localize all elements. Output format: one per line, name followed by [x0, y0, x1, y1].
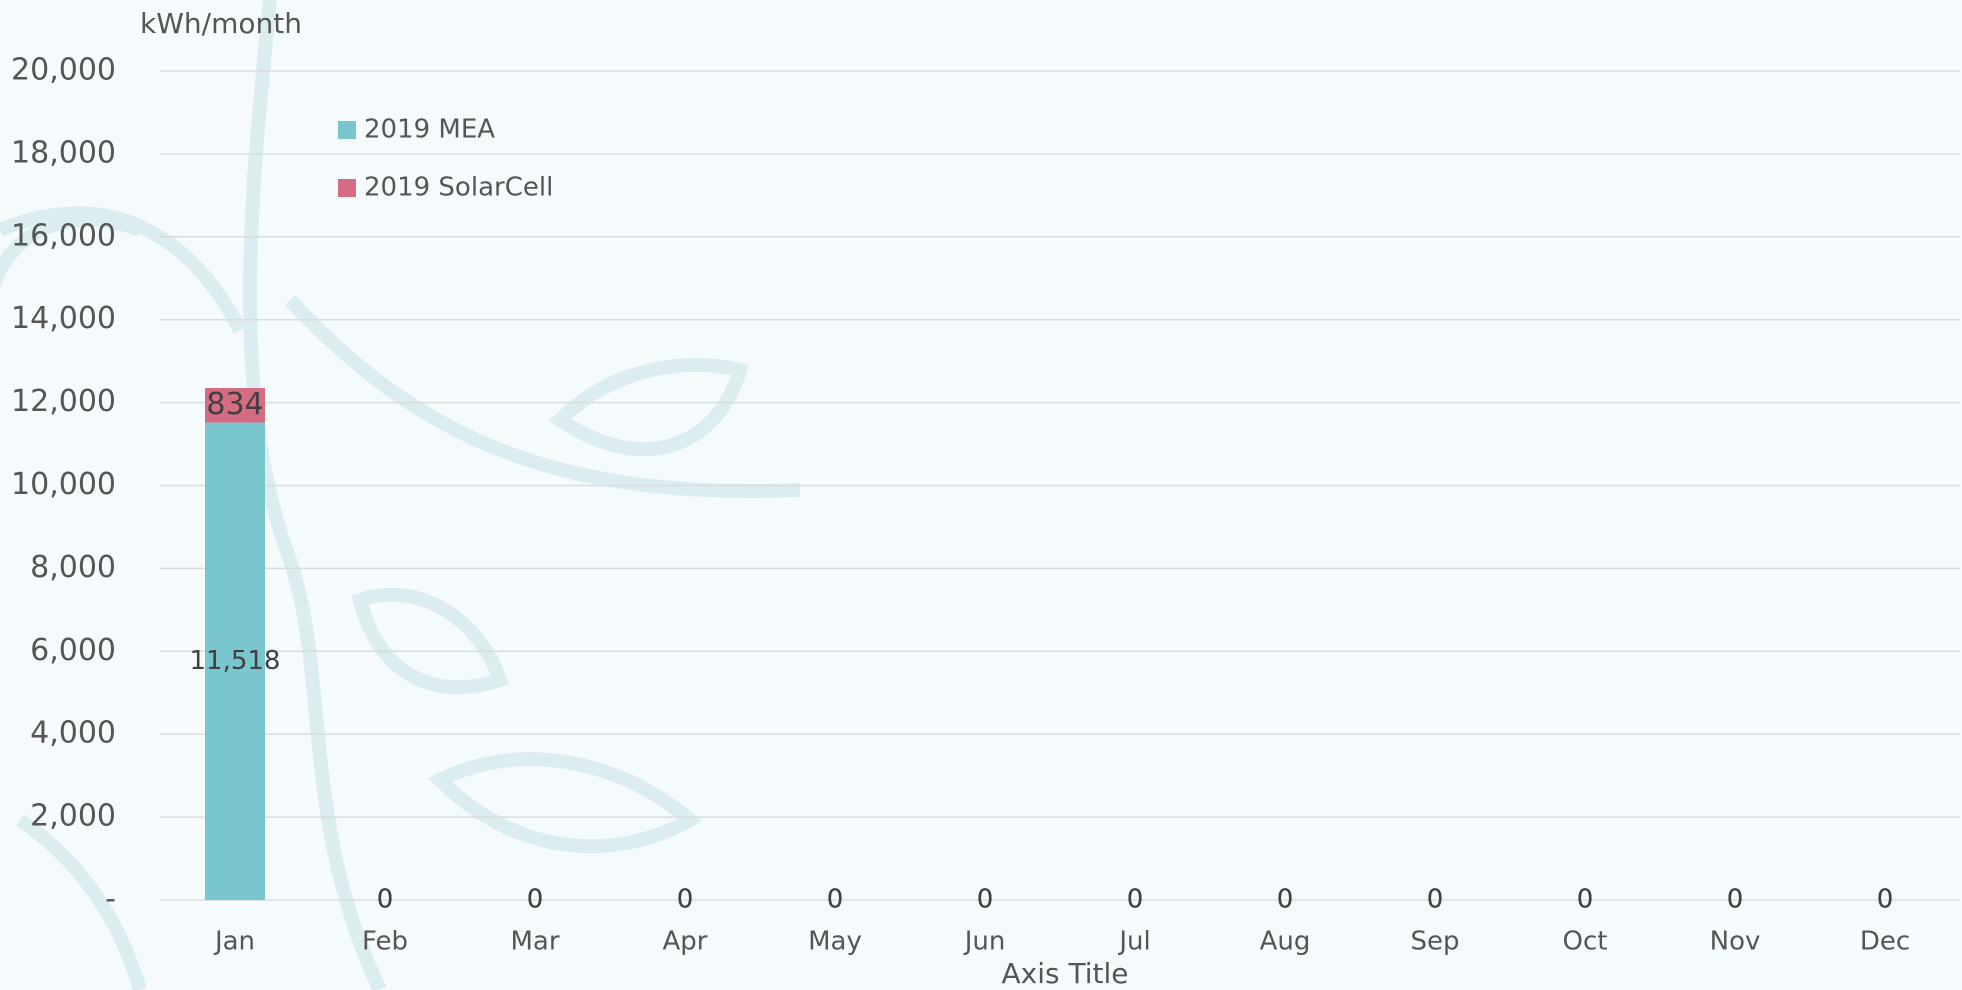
y-axis-title: kWh/month — [140, 7, 302, 40]
y-tick-label: 18,000 — [11, 135, 116, 170]
y-tick-label: 8,000 — [30, 550, 116, 585]
y-tick-label: 6,000 — [30, 633, 116, 668]
x-tick-label: Dec — [1860, 927, 1910, 957]
y-tick-label: 10,000 — [11, 467, 116, 502]
x-tick-label: Aug — [1260, 927, 1311, 957]
data-label: 0 — [1727, 885, 1744, 915]
data-label: 0 — [827, 885, 844, 915]
legend-label: 2019 SolarCell — [364, 173, 553, 203]
y-tick-label: 2,000 — [30, 799, 116, 834]
data-label: 0 — [377, 885, 394, 915]
x-tick-label: Jun — [963, 927, 1006, 957]
data-label: 0 — [1277, 885, 1294, 915]
data-label: 0 — [827, 885, 844, 915]
y-tick-label: 14,000 — [11, 301, 116, 336]
x-tick-label: May — [808, 927, 862, 957]
y-tick-label: 16,000 — [11, 218, 116, 253]
data-label: 834 — [206, 387, 263, 422]
y-tick-label: 4,000 — [30, 716, 116, 751]
background-leaves — [0, 0, 801, 990]
data-label: 0 — [1577, 885, 1594, 915]
data-label: 0 — [977, 885, 994, 915]
data-label: 0 — [1127, 885, 1144, 915]
y-tick-label: - — [105, 882, 116, 917]
legend-swatch — [338, 179, 356, 197]
x-tick-label: Nov — [1710, 927, 1761, 957]
data-label: 0 — [1877, 885, 1894, 915]
data-label: 0 — [977, 885, 994, 915]
legend-label: 2019 MEA — [364, 115, 495, 145]
x-tick-label: Sep — [1410, 927, 1459, 957]
legend-swatch — [338, 121, 356, 139]
bar-segment — [205, 422, 265, 900]
x-tick-label: Oct — [1563, 927, 1608, 957]
x-tick-label: Jan — [213, 927, 255, 957]
data-label: 0 — [377, 885, 394, 915]
y-tick-label: 20,000 — [11, 53, 116, 88]
data-label: 0 — [527, 885, 544, 915]
data-label: 11,518 — [190, 646, 281, 676]
y-tick-label: 12,000 — [11, 384, 116, 419]
data-label: 0 — [527, 885, 544, 915]
data-label: 0 — [677, 885, 694, 915]
data-label: 0 — [1577, 885, 1594, 915]
x-tick-label: Apr — [663, 927, 708, 957]
bar-segment — [205, 388, 265, 423]
data-label: 0 — [1877, 885, 1894, 915]
data-label: 0 — [1427, 885, 1444, 915]
data-label: 0 — [677, 885, 694, 915]
data-label: 0 — [1427, 885, 1444, 915]
data-label: 0 — [1727, 885, 1744, 915]
x-tick-label: Feb — [362, 927, 408, 957]
data-label: 0 — [1127, 885, 1144, 915]
x-tick-label: Mar — [510, 927, 559, 957]
x-tick-label: Jul — [1117, 927, 1150, 957]
data-label: 0 — [1277, 885, 1294, 915]
x-axis-title: Axis Title — [1002, 957, 1129, 990]
